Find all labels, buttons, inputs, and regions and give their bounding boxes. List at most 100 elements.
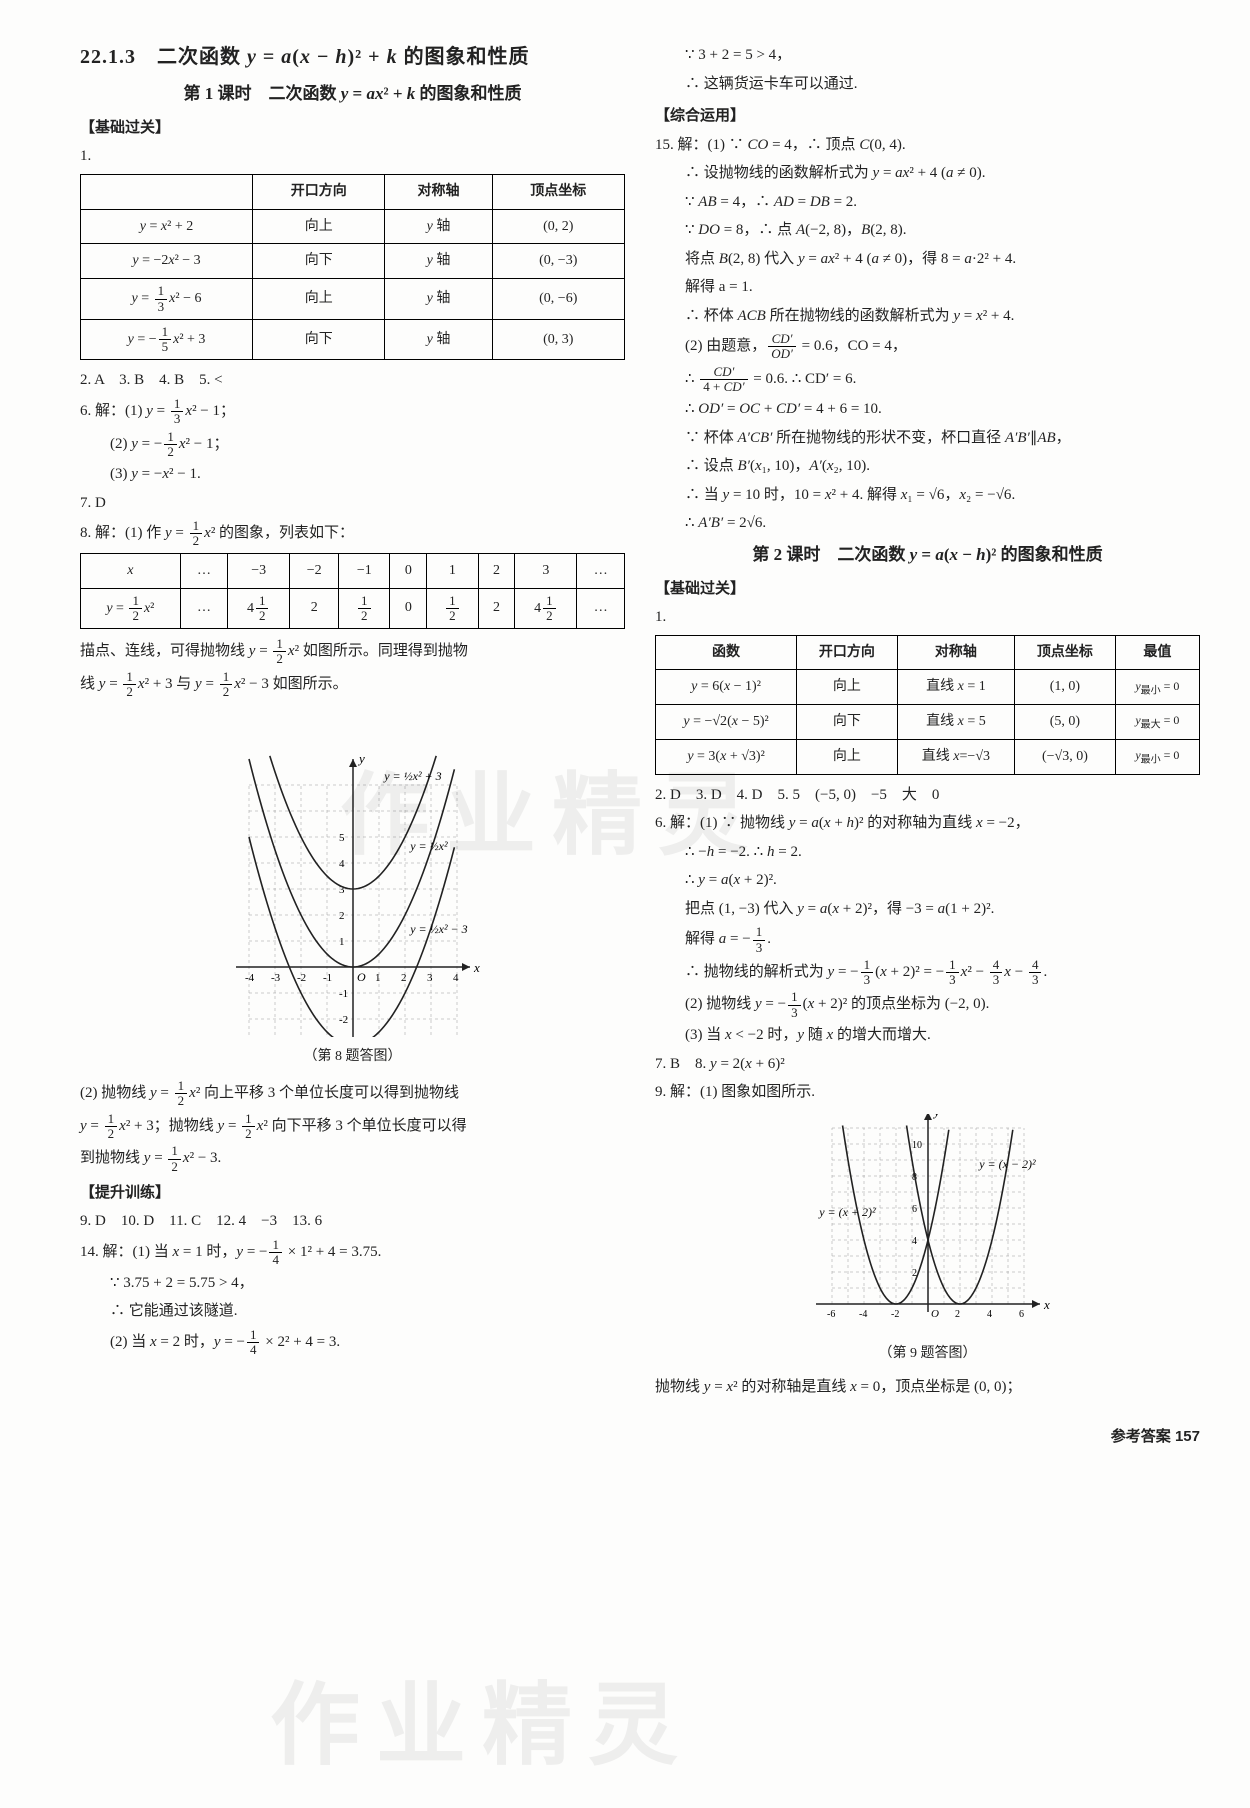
svg-text:-2: -2 xyxy=(297,972,306,984)
q6b-3: ∴ y = a(x + 2)². xyxy=(655,868,1200,894)
q6b-1: 6. 解：(1) ∵ 抛物线 y = a(x + h)² 的对称轴为直线 x =… xyxy=(655,811,1200,837)
q14-2: (2) 当 x = 2 时，y = −14 × 2² + 4 = 3. xyxy=(80,1328,625,1358)
t2-h: 开口方向 xyxy=(797,635,898,670)
svg-text:-4: -4 xyxy=(245,972,255,984)
t8-h: 3 xyxy=(515,553,577,588)
q15-11: ∵ 杯体 A′CB′ 所在抛物线的形状不变，杯口直径 A′B′∥AB， xyxy=(655,426,1200,452)
advanced-header: 【提升训练】 xyxy=(80,1180,625,1206)
q15-8a: (2) 由题意， xyxy=(685,338,766,354)
t1-c: (0, −6) xyxy=(492,279,624,320)
two-column-layout: 22.1.3 二次函数 y = a(x − h)² + k 的图象和性质 第 1… xyxy=(80,40,1200,1404)
line-2-5: 2. A 3. B 4. B 5. < xyxy=(80,368,625,394)
table-1: 开口方向 对称轴 顶点坐标 y = x² + 2 向上 y 轴 (0, 2) y… xyxy=(80,174,625,361)
svg-text:2: 2 xyxy=(955,1309,960,1320)
t1-c: 向下 xyxy=(253,244,385,279)
svg-text:4: 4 xyxy=(912,1236,917,1247)
q9b-2: 抛物线 y = x² 的对称轴是直线 x = 0，顶点坐标是 (0, 0)； xyxy=(655,1375,1200,1401)
t2-c: 向上 xyxy=(797,670,898,705)
svg-text:3: 3 xyxy=(427,972,433,984)
svg-text:y = ½x² + 3: y = ½x² + 3 xyxy=(383,769,441,783)
t2-h: 对称轴 xyxy=(897,635,1014,670)
q8-desc-a: 描点、连线，可得抛物线 y = 12x² 如图所示。同理得到抛物 xyxy=(80,637,625,667)
svg-text:6: 6 xyxy=(1019,1309,1024,1320)
t8-h: 2 xyxy=(478,553,515,588)
table-8: x … −3 −2 −1 0 1 2 3 … y = 12x² … 412 2 … xyxy=(80,553,625,629)
t1-h1: 开口方向 xyxy=(253,174,385,209)
t1-c: y = 13x² − 6 xyxy=(81,279,253,320)
t8-r: 412 xyxy=(228,588,290,629)
svg-text:y: y xyxy=(932,1114,940,1119)
t2-c: 向上 xyxy=(797,739,898,774)
t1-c: (0, 3) xyxy=(492,319,624,360)
r-top2: ∴ 这辆货运卡车可以通过. xyxy=(655,72,1200,98)
svg-text:O: O xyxy=(931,1308,939,1320)
q15-6: 解得 a = 1. xyxy=(655,275,1200,301)
t8-r: … xyxy=(577,588,625,629)
q8-2c: 到抛物线 y = 12x² − 3. xyxy=(80,1144,625,1174)
svg-text:2: 2 xyxy=(401,972,407,984)
q7b: 7. B 8. y = 2(x + 6)² xyxy=(655,1052,1200,1078)
t1-c: y 轴 xyxy=(385,279,492,320)
table-2: 函数 开口方向 对称轴 顶点坐标 最值 y = 6(x − 1)² 向上 直线 … xyxy=(655,635,1200,775)
svg-text:-3: -3 xyxy=(271,972,281,984)
t1-c: y = x² + 2 xyxy=(81,209,253,244)
t2-c: y = 3(x + √3)² xyxy=(656,739,797,774)
right-column: ∵ 3 + 2 = 5 > 4， ∴ 这辆货运卡车可以通过. 【综合运用】 15… xyxy=(655,40,1200,1404)
q6b-7: (2) 抛物线 y = −13(x + 2)² 的顶点坐标为 (−2, 0). xyxy=(655,990,1200,1020)
watermark-2: 作业精灵 xyxy=(270,1650,694,1803)
svg-text:x: x xyxy=(1043,1297,1050,1312)
q7: 7. D xyxy=(80,491,625,517)
q15-13: ∴ 当 y = 10 时，10 = x² + 4. 解得 x₁ = √6，x₂ … xyxy=(655,483,1200,509)
section-title: 22.1.3 二次函数 y = a(x − h)² + k 的图象和性质 xyxy=(80,40,625,74)
svg-text:-4: -4 xyxy=(859,1309,867,1320)
t8-h: 0 xyxy=(390,553,427,588)
t1-c: (0, 2) xyxy=(492,209,624,244)
t2-c: (5, 0) xyxy=(1015,705,1116,740)
left-column: 22.1.3 二次函数 y = a(x − h)² + k 的图象和性质 第 1… xyxy=(80,40,625,1404)
svg-text:y: y xyxy=(357,751,365,766)
t8-h: −3 xyxy=(228,553,290,588)
t2-c: 直线 x = 1 xyxy=(897,670,1014,705)
basic-header: 【基础过关】 xyxy=(80,115,625,141)
q15-9a: ∴ xyxy=(685,371,698,387)
t2-c: y最小 = 0 xyxy=(1115,670,1199,705)
svg-text:-6: -6 xyxy=(827,1309,835,1320)
q15-8b: = 0.6，CO = 4， xyxy=(798,338,907,354)
t2-c: y最大 = 0 xyxy=(1115,705,1199,740)
lesson-2-title: 第 2 课时 二次函数 y = a(x − h)² 的图象和性质 xyxy=(655,541,1200,570)
q6b-2: ∴ −h = −2. ∴ h = 2. xyxy=(655,840,1200,866)
q14-1b: ∵ 3.75 + 2 = 5.75 > 4， xyxy=(80,1271,625,1297)
q8-desc-b: 线 y = 12x² + 3 与 y = 12x² − 3 如图所示。 xyxy=(80,670,625,700)
figure-8-caption: （第 8 题答图） xyxy=(80,1045,625,1069)
lesson-1-title: 第 1 课时 二次函数 y = ax² + k 的图象和性质 xyxy=(80,80,625,109)
t8-r: 0 xyxy=(390,588,427,629)
t8-h: … xyxy=(180,553,228,588)
q6b-4: 把点 (1, −3) 代入 y = a(x + 2)²，得 −3 = a(1 +… xyxy=(655,897,1200,923)
q6b-8: (3) 当 x < −2 时，y 随 x 的增大而增大. xyxy=(655,1023,1200,1049)
t8-r: … xyxy=(180,588,228,629)
svg-text:2: 2 xyxy=(339,910,345,922)
t2-h: 顶点坐标 xyxy=(1015,635,1116,670)
figure-9-caption: （第 9 题答图） xyxy=(655,1342,1200,1366)
q8-2a: (2) 抛物线 y = 12x² 向上平移 3 个单位长度可以得到抛物线 xyxy=(80,1079,625,1109)
q1-label: 1. xyxy=(80,144,625,170)
svg-text:-1: -1 xyxy=(339,988,348,1000)
q15-5: 将点 B(2, 8) 代入 y = ax² + 4 (a ≠ 0)，得 8 = … xyxy=(655,247,1200,273)
q6-1: 6. 解：(1) y = 13x² − 1； xyxy=(80,397,625,427)
t8-h: −2 xyxy=(290,553,339,588)
t8-r: 12 xyxy=(427,588,478,629)
composite-header: 【综合运用】 xyxy=(655,103,1200,129)
q15-2: ∴ 设抛物线的函数解析式为 y = ax² + 4 (a ≠ 0). xyxy=(655,161,1200,187)
t8-h: −1 xyxy=(339,553,390,588)
basic-header-2: 【基础过关】 xyxy=(655,576,1200,602)
t1-c: y 轴 xyxy=(385,319,492,360)
q15-3: ∵ AB = 4，∴ AD = DB = 2. xyxy=(655,190,1200,216)
q14-1c: ∴ 它能通过该隧道. xyxy=(80,1299,625,1325)
t2-c: (1, 0) xyxy=(1015,670,1116,705)
q6-3: (3) y = −x² − 1. xyxy=(80,462,625,488)
q14-1: 14. 解：(1) 当 x = 1 时，y = −14 × 1² + 4 = 3… xyxy=(80,1238,625,1268)
t1-c: y 轴 xyxy=(385,244,492,279)
t2-h: 最值 xyxy=(1115,635,1199,670)
q15-7: ∴ 杯体 ACB 所在抛物线的函数解析式为 y = x² + 4. xyxy=(655,304,1200,330)
svg-text:O: O xyxy=(357,970,366,984)
